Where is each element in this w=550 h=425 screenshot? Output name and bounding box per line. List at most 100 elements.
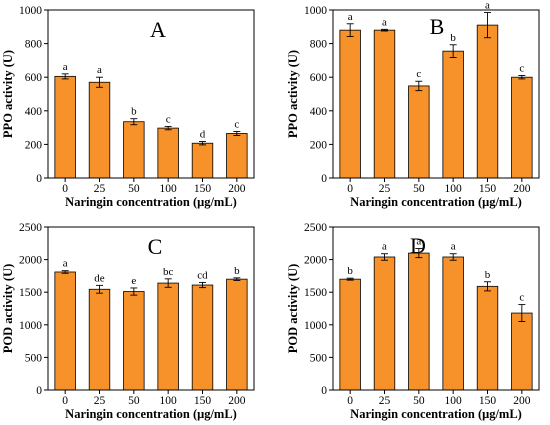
significance-letter: a xyxy=(348,11,353,23)
panel-label: A xyxy=(150,17,166,42)
bar xyxy=(54,271,76,391)
y-tick-label: 2500 xyxy=(304,222,327,234)
x-tick-label: 100 xyxy=(160,395,178,407)
bar xyxy=(408,85,430,179)
bar xyxy=(123,291,145,391)
bar xyxy=(476,24,499,179)
significance-letter: c xyxy=(166,113,171,125)
y-tick-label: 400 xyxy=(310,106,328,118)
y-tick-label: 1000 xyxy=(19,320,42,332)
bar xyxy=(373,256,396,391)
x-tick-label: 150 xyxy=(479,183,497,195)
chart-panel-c: a de e bc cd b 0 500 1000 1500 2000 2500 0 25 50 100 150… xyxy=(1,222,255,421)
y-tick-label: 500 xyxy=(310,352,328,364)
significance-letter: d xyxy=(200,129,206,141)
y-tick-label: 400 xyxy=(25,106,43,118)
x-axis-title: Naringin concentration (μg/mL) xyxy=(65,407,237,421)
x-tick-label: 150 xyxy=(479,395,497,407)
y-tick-label: 1500 xyxy=(304,287,327,299)
panel-label: C xyxy=(148,234,163,259)
y-tick-label: 1000 xyxy=(19,5,42,17)
bar xyxy=(511,76,533,179)
significance-letter: b xyxy=(450,32,456,44)
plot-frame xyxy=(332,9,540,179)
chart-panel-d: b a a a b c 0 500 1000 1500 2000 2500 0 25 50 100 150 200… xyxy=(286,222,540,421)
y-axis-title: POD activity (U) xyxy=(1,264,15,354)
bar xyxy=(54,75,76,179)
x-tick-label: 200 xyxy=(228,183,246,195)
bar xyxy=(191,284,214,391)
bar xyxy=(226,278,248,391)
y-tick-label: 2000 xyxy=(304,255,327,267)
y-axis-title: POD activity (U) xyxy=(286,264,300,354)
y-tick-label: 800 xyxy=(310,39,328,51)
y-tick-label: 1000 xyxy=(304,5,327,17)
significance-letter: a xyxy=(451,241,456,253)
x-axis-title: Naringin concentration (μg/mL) xyxy=(350,195,522,209)
x-axis-title: Naringin concentration (μg/mL) xyxy=(65,195,237,209)
y-axis-title: PPO activity (U) xyxy=(286,50,300,138)
y-tick-label: 200 xyxy=(25,139,43,151)
bar xyxy=(157,282,179,391)
plot-frame xyxy=(47,9,255,179)
y-tick-label: 0 xyxy=(36,385,42,397)
x-tick-label: 0 xyxy=(62,183,68,195)
significance-letter: c xyxy=(234,118,239,130)
x-tick-label: 0 xyxy=(62,395,68,407)
plot-frame xyxy=(47,226,255,391)
significance-letter: a xyxy=(382,241,387,253)
significance-letter: e xyxy=(131,275,136,287)
y-tick-label: 2500 xyxy=(19,222,42,234)
bar xyxy=(408,252,430,391)
x-tick-label: 100 xyxy=(445,395,463,407)
y-tick-label: 800 xyxy=(25,39,43,51)
significance-letter: de xyxy=(94,272,105,284)
bar xyxy=(339,29,361,179)
x-tick-label: 200 xyxy=(228,395,246,407)
bar xyxy=(123,121,145,179)
bar xyxy=(511,312,533,391)
significance-letter: b xyxy=(131,106,137,118)
y-tick-label: 1000 xyxy=(304,320,327,332)
significance-letter: c xyxy=(519,292,524,304)
bar xyxy=(226,133,248,179)
panel-label: B xyxy=(430,14,445,39)
y-tick-label: 600 xyxy=(25,72,43,84)
plot-frame xyxy=(332,226,540,391)
bar xyxy=(339,278,361,391)
significance-letter: a xyxy=(416,236,421,248)
x-tick-label: 200 xyxy=(513,395,531,407)
x-tick-label: 150 xyxy=(194,183,212,195)
y-tick-label: 2000 xyxy=(19,255,42,267)
significance-letter: a xyxy=(97,64,102,76)
significance-letter: a xyxy=(382,16,387,28)
x-tick-label: 50 xyxy=(413,395,425,407)
x-tick-label: 25 xyxy=(379,395,391,407)
significance-letter: cd xyxy=(197,269,208,281)
bar xyxy=(442,50,464,179)
y-tick-label: 200 xyxy=(310,139,328,151)
y-axis-title: PPO activity (U) xyxy=(1,50,15,138)
bar xyxy=(88,288,111,391)
x-tick-label: 100 xyxy=(445,183,463,195)
x-tick-label: 200 xyxy=(513,183,531,195)
x-tick-label: 50 xyxy=(128,395,140,407)
y-tick-label: 0 xyxy=(321,385,327,397)
significance-letter: a xyxy=(63,61,68,73)
x-tick-label: 25 xyxy=(94,183,106,195)
panel-label: D xyxy=(410,233,426,258)
x-tick-label: 0 xyxy=(347,183,353,195)
bar xyxy=(157,127,179,179)
significance-letter: b xyxy=(485,269,491,281)
bar xyxy=(191,142,214,179)
y-tick-label: 1500 xyxy=(19,287,42,299)
significance-letter: a xyxy=(63,258,68,270)
x-tick-label: 50 xyxy=(128,183,140,195)
x-tick-label: 100 xyxy=(160,183,178,195)
x-tick-label: 0 xyxy=(347,395,353,407)
significance-letter: a xyxy=(485,0,490,12)
x-tick-label: 25 xyxy=(379,183,391,195)
